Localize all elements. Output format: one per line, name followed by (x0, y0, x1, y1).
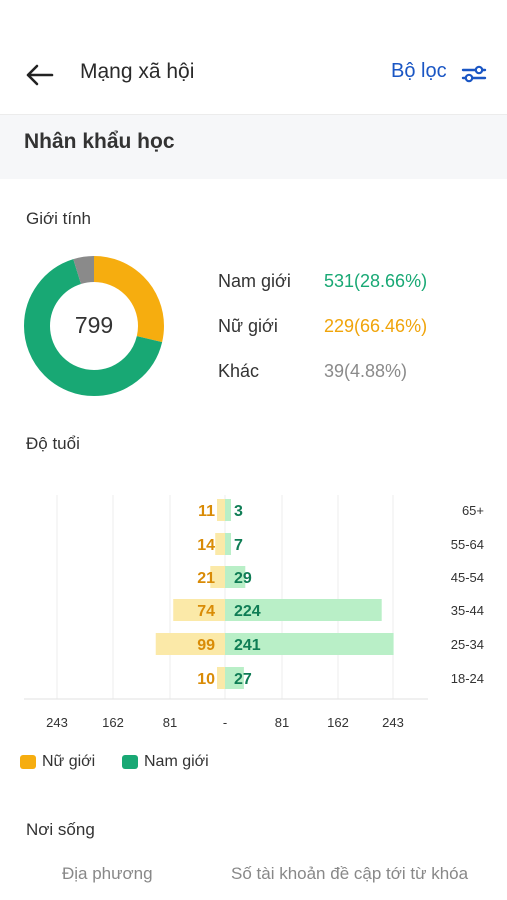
x-tick-label: 81 (163, 715, 177, 730)
filter-button[interactable]: Bộ lọc (391, 60, 447, 82)
gender-other-value: 39(4.88%) (324, 361, 408, 381)
x-tick-label: 81 (275, 715, 289, 730)
legend-female-label: Nữ giới (42, 753, 96, 770)
data-label-female: 10 (197, 671, 215, 688)
age-label: Độ tuổi (26, 434, 80, 453)
data-label-female: 14 (197, 537, 215, 554)
donut-slice-male (24, 256, 164, 396)
column-header-location: Địa phương (62, 864, 153, 883)
legend-female[interactable]: Nữ giới (20, 752, 95, 772)
bar-female-45-54[interactable] (210, 566, 225, 588)
bar-male-18-24[interactable] (225, 667, 244, 689)
category-label: 45-54 (451, 570, 484, 585)
gender-other-label: Khác (218, 361, 260, 381)
donut-slice-other (24, 256, 164, 396)
demographics-card (4, 179, 503, 900)
bar-female-65+[interactable] (217, 499, 225, 521)
x-tick-label: 162 (327, 715, 349, 730)
category-label: 35-44 (451, 603, 484, 618)
data-label-male: 241 (234, 637, 261, 654)
data-label-male: 3 (234, 503, 243, 520)
legend-male[interactable]: Nam giới (122, 752, 209, 772)
filter-sliders-icon[interactable] (460, 62, 488, 86)
data-label-male: 29 (234, 570, 252, 587)
bar-male-55-64[interactable] (225, 533, 231, 555)
data-label-female: 11 (198, 503, 215, 520)
gender-total: 799 (74, 312, 114, 338)
bar-male-65+[interactable] (225, 499, 231, 521)
age-bar-chart: 243 162 81 - 81 162 243 11 3 65+ 14 7 55-64 21 29 45-54… (24, 495, 484, 730)
data-label-male: 27 (234, 671, 252, 688)
data-label-female: 99 (197, 637, 215, 654)
gender-label: Giới tính (26, 209, 92, 228)
legend-female-swatch (20, 755, 36, 769)
bar-female-18-24[interactable] (217, 667, 225, 689)
page-title: Mạng xã hội (80, 60, 195, 83)
gender-male-value: 531(28.66%) (324, 271, 428, 291)
x-tick-label: 243 (382, 715, 404, 730)
legend-male-label: Nam giới (144, 753, 209, 770)
bar-male-25-34[interactable] (225, 633, 394, 655)
bar-female-35-44[interactable] (173, 599, 225, 621)
data-label-female: 21 (197, 570, 215, 587)
data-label-female: 74 (197, 603, 215, 620)
data-label-male: 224 (234, 603, 261, 620)
section-title: Nhân khẩu học (24, 130, 175, 153)
residence-label: Nơi sống (26, 820, 95, 839)
x-tick-label: - (223, 715, 227, 730)
gender-donut-chart (24, 256, 164, 396)
data-label-male: 7 (234, 537, 243, 554)
app-header: Mạng xã hội Bộ lọc (0, 0, 507, 115)
bar-female-55-64[interactable] (215, 533, 225, 555)
category-label: 18-24 (451, 671, 484, 686)
x-tick-label: 243 (46, 715, 68, 730)
column-header-account-count: Số tài khoản đề cập tới từ khóa (231, 864, 469, 883)
category-label: 55-64 (451, 537, 484, 552)
section-header (0, 115, 507, 179)
category-label: 65+ (462, 503, 484, 518)
bar-male-35-44[interactable] (225, 599, 382, 621)
back-arrow-icon[interactable] (22, 58, 56, 92)
gender-male-label: Nam giới (218, 271, 291, 291)
bar-male-45-54[interactable] (225, 566, 246, 588)
category-label: 25-34 (451, 637, 484, 652)
legend-male-swatch (122, 755, 138, 769)
bar-female-25-34[interactable] (155, 633, 225, 655)
x-tick-label: 162 (102, 715, 124, 730)
gender-female-label: Nữ giới (218, 316, 278, 336)
gender-female-value: 229(66.46%) (324, 316, 428, 336)
